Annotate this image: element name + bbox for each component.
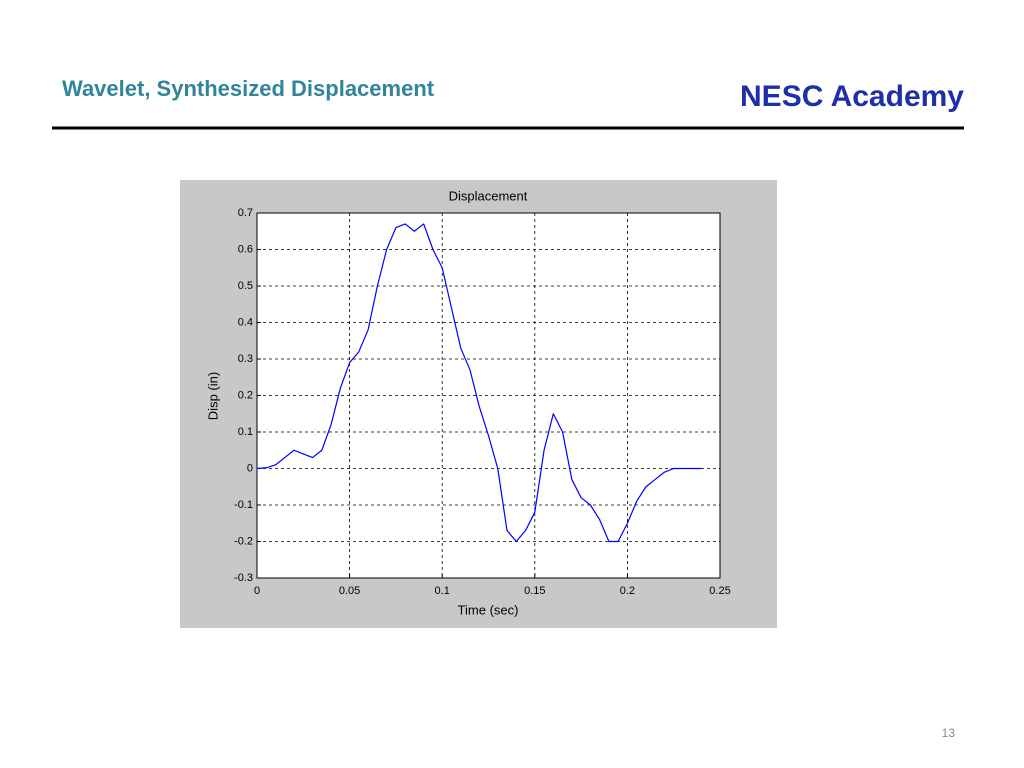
- x-tick-label: 0.25: [709, 585, 730, 597]
- y-tick-label: -0.3: [234, 572, 253, 584]
- x-axis-label: Time (sec): [458, 602, 519, 617]
- x-tick-label: 0.05: [339, 585, 360, 597]
- plot-area: [256, 212, 721, 579]
- page-number: 13: [942, 726, 956, 740]
- x-tick-label: 0.15: [524, 585, 545, 597]
- data-line: [256, 223, 702, 543]
- brand: NESC Academy: [740, 80, 964, 113]
- y-tick-label: 0.4: [238, 316, 253, 328]
- y-tick-label: 0.3: [238, 353, 253, 365]
- chart-title: Displacement: [449, 188, 528, 203]
- slide-title: Wavelet, Synthesized Displacement: [62, 76, 435, 101]
- y-axis-label: Disp (in): [205, 372, 220, 420]
- x-tick-label: 0.2: [620, 585, 635, 597]
- y-tick-label: 0.6: [238, 243, 253, 255]
- y-tick-label: 0.7: [238, 207, 253, 219]
- x-tick-label: 0.1: [435, 585, 450, 597]
- y-tick-label: 0: [247, 462, 253, 474]
- y-tick-label: -0.1: [234, 499, 253, 511]
- y-tick-label: 0.5: [238, 280, 253, 292]
- y-tick-label: 0.2: [238, 389, 253, 401]
- y-tick-label: -0.2: [234, 535, 253, 547]
- y-tick-label: 0.1: [238, 426, 253, 438]
- x-tick-label: 0: [254, 585, 260, 597]
